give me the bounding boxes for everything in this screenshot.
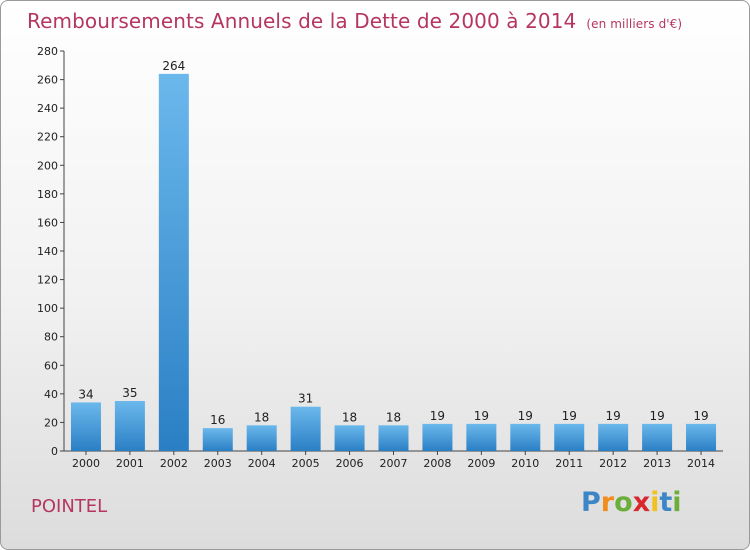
logo-letter: o xyxy=(614,487,633,518)
chart-unit: (en milliers d'€) xyxy=(586,17,683,31)
y-tick-label: 260 xyxy=(37,74,58,87)
x-tick-label: 2001 xyxy=(116,457,144,470)
y-tick-label: 280 xyxy=(37,45,58,58)
x-tick-label: 2014 xyxy=(687,457,715,470)
y-tick-label: 80 xyxy=(44,331,58,344)
bar xyxy=(466,423,497,451)
y-tick-label: 40 xyxy=(44,388,58,401)
bar xyxy=(510,423,541,451)
x-tick-label: 2012 xyxy=(599,457,627,470)
logo-letter: P xyxy=(581,487,601,518)
x-tick-label: 2002 xyxy=(160,457,188,470)
bar-value-label: 19 xyxy=(606,409,621,423)
bar-value-label: 19 xyxy=(430,409,445,423)
chart-title-text: Remboursements Annuels de la Dette de 20… xyxy=(27,9,577,33)
bar xyxy=(290,406,321,451)
bar xyxy=(642,423,673,451)
x-tick-label: 2013 xyxy=(643,457,671,470)
bar-value-label: 34 xyxy=(78,387,93,401)
logo-letter: i xyxy=(650,487,660,518)
y-tick-label: 220 xyxy=(37,131,58,144)
y-tick-label: 160 xyxy=(37,216,58,229)
y-tick-label: 20 xyxy=(44,416,58,429)
bar-value-label: 16 xyxy=(210,413,225,427)
y-tick-label: 200 xyxy=(37,159,58,172)
commune-name: POINTEL xyxy=(31,496,108,517)
y-tick-label: 240 xyxy=(37,102,58,115)
x-tick-label: 2009 xyxy=(467,457,495,470)
y-tick-label: 120 xyxy=(37,274,58,287)
bar-value-label: 18 xyxy=(386,410,401,424)
bar-value-label: 19 xyxy=(693,409,708,423)
bar-value-label: 19 xyxy=(518,409,533,423)
y-tick-label: 100 xyxy=(37,302,58,315)
bar-value-label: 31 xyxy=(298,392,313,406)
bar xyxy=(202,428,233,451)
bar-value-label: 18 xyxy=(342,410,357,424)
logo-letter: i xyxy=(672,487,682,518)
x-tick-label: 2006 xyxy=(336,457,364,470)
x-tick-label: 2003 xyxy=(204,457,232,470)
bar xyxy=(422,423,453,451)
y-tick-label: 0 xyxy=(51,445,58,458)
bar-value-label: 19 xyxy=(562,409,577,423)
y-tick-label: 140 xyxy=(37,245,58,258)
bar xyxy=(554,423,585,451)
x-tick-label: 2010 xyxy=(511,457,539,470)
x-tick-label: 2011 xyxy=(555,457,583,470)
bar xyxy=(378,425,409,451)
bar xyxy=(114,401,145,451)
bar xyxy=(70,402,101,451)
logo-letter: t xyxy=(659,487,673,518)
bar xyxy=(334,425,365,451)
bar-value-label: 18 xyxy=(254,410,269,424)
chart-title: Remboursements Annuels de la Dette de 20… xyxy=(27,9,682,33)
bar xyxy=(158,73,189,451)
logo-letter: x xyxy=(632,487,651,518)
bar-value-label: 19 xyxy=(474,409,489,423)
bar xyxy=(686,423,717,451)
y-tick-label: 180 xyxy=(37,188,58,201)
bar-value-label: 19 xyxy=(649,409,664,423)
proxiti-logo: Proxiti xyxy=(581,487,682,518)
x-tick-label: 2000 xyxy=(72,457,100,470)
x-tick-label: 2005 xyxy=(292,457,320,470)
bar-value-label: 35 xyxy=(122,386,137,400)
y-tick-label: 60 xyxy=(44,359,58,372)
x-tick-label: 2007 xyxy=(380,457,408,470)
bar xyxy=(246,425,277,451)
bar-value-label: 264 xyxy=(162,59,185,73)
logo-letter: r xyxy=(600,487,615,518)
x-tick-label: 2008 xyxy=(423,457,451,470)
x-tick-label: 2004 xyxy=(248,457,276,470)
bar xyxy=(598,423,629,451)
